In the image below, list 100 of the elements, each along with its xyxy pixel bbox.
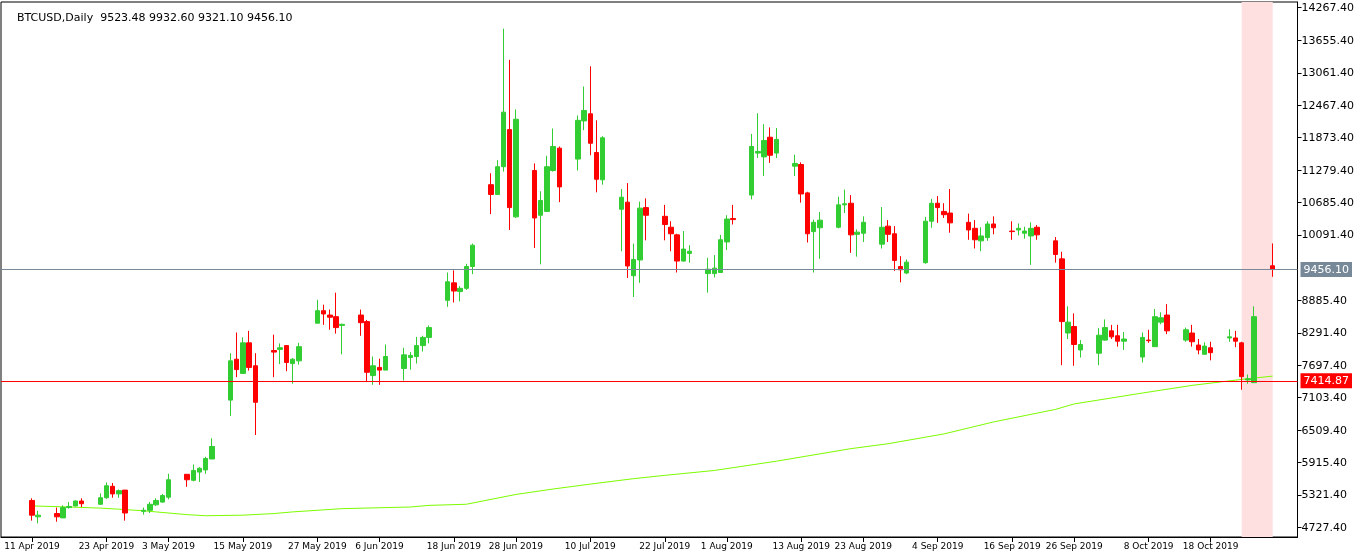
candlestick [767, 126, 773, 164]
candlestick [79, 497, 84, 508]
candlestick [445, 272, 450, 308]
text: BTCUSD,Daily 9523.48 9932.60 9321.10 9456.10 [17, 11, 293, 24]
candlestick [184, 473, 190, 488]
candlestick [1053, 236, 1058, 264]
candlestick [234, 331, 239, 378]
candlestick [339, 323, 345, 355]
x-tick-label: 23 Apr 2019 [78, 540, 135, 551]
x-tick-label: 22 Jul 2019 [639, 540, 691, 551]
x-tick-label: 3 May 2019 [142, 540, 196, 551]
candlestick [383, 343, 388, 371]
candlestick [1121, 331, 1127, 351]
candlestick [532, 162, 537, 249]
candlestick [54, 507, 60, 523]
candlestick [848, 194, 854, 254]
candlestick [935, 195, 940, 224]
candlestick [451, 269, 457, 303]
x-tick-label: 11 Apr 2019 [4, 540, 61, 551]
x-tick-label: 27 May 2019 [288, 540, 347, 551]
x-tick-label: 6 Jun 2019 [355, 540, 404, 551]
ref-line-label: 7414.87 [1303, 374, 1350, 388]
candlestick [1065, 305, 1071, 340]
x-tick-label: 15 May 2019 [213, 540, 273, 551]
candlestick [240, 336, 246, 374]
x-tick-label: 8 Oct 2019 [1123, 540, 1174, 551]
candlestick [1196, 338, 1201, 355]
x-tick-label: 18 Jun 2019 [426, 540, 482, 551]
candlestick [625, 182, 630, 279]
candlestick [29, 497, 35, 522]
candlestick [277, 342, 283, 365]
candlestick [643, 197, 649, 241]
x-tick-label: 4 Sep 2019 [912, 540, 964, 551]
candlestick [668, 220, 674, 252]
candlestick [284, 345, 289, 372]
candlestick [1189, 324, 1195, 348]
candlestick [1009, 220, 1015, 241]
y-tick-label: 8291.40 [1301, 326, 1348, 340]
x-tick-label: 28 Jun 2019 [488, 540, 544, 551]
candlestick [594, 119, 599, 193]
candlestick [1270, 242, 1275, 278]
y-tick-label: 11873.40 [1301, 131, 1355, 145]
candlestick [1078, 339, 1083, 359]
y-tick-label: 10685.40 [1301, 195, 1355, 209]
candlestick [1183, 327, 1189, 343]
candlestick [674, 233, 680, 273]
candlestick [116, 489, 122, 499]
candlestick [1233, 330, 1238, 348]
y-tick-label: 5321.40 [1301, 488, 1348, 502]
y-tick-label: 6509.40 [1301, 423, 1348, 437]
y-tick-label: 7103.40 [1301, 391, 1348, 405]
x-tick-label: 1 Aug 2019 [700, 540, 754, 551]
candlestick [315, 299, 320, 324]
candlestick [1164, 303, 1170, 335]
x-tick-label: 26 Sep 2019 [1045, 540, 1103, 551]
candlestick [488, 172, 494, 215]
candlestick [1202, 341, 1207, 355]
y-tick-label: 8885.40 [1301, 294, 1348, 308]
candlestick [228, 352, 233, 417]
candlestick [110, 482, 115, 499]
candlestick [898, 255, 903, 283]
y-tick-label: 10091.40 [1301, 228, 1355, 242]
y-tick-label: 7697.40 [1301, 358, 1348, 372]
y-tick-label: 4727.40 [1301, 520, 1348, 534]
x-tick-label: 13 Aug 2019 [772, 540, 831, 551]
y-tick-label: 13061.40 [1301, 66, 1355, 80]
x-tick-label: 18 Oct 2019 [1182, 540, 1239, 551]
candlestick [991, 215, 996, 235]
candlestick [35, 510, 41, 524]
x-tick-label: 16 Sep 2019 [983, 540, 1041, 551]
candlestick [1071, 312, 1077, 367]
y-tick-label: 14267.40 [1301, 0, 1355, 14]
candlestick [792, 154, 798, 177]
candlestick [557, 146, 562, 203]
candlestick [588, 65, 593, 156]
candlestick [879, 206, 885, 249]
candlestick [271, 334, 277, 378]
candlestick [619, 188, 624, 252]
y-tick-label: 11279.40 [1301, 163, 1355, 177]
candlestick [1034, 224, 1040, 241]
candlestick [774, 127, 779, 159]
candlestick [1208, 341, 1213, 361]
candlestick [1140, 331, 1145, 363]
candlestick [662, 204, 668, 241]
candlestick [513, 108, 519, 219]
candlestick [1146, 329, 1151, 344]
y-tick-label: 12467.40 [1301, 98, 1355, 112]
y-tick-label: 5915.40 [1301, 456, 1348, 470]
y-tick-label: 13655.40 [1301, 33, 1355, 47]
candlestick [730, 204, 736, 226]
candlestick [507, 59, 512, 231]
x-tick-label: 23 Aug 2019 [834, 540, 893, 551]
ref-line-label: 9456.10 [1303, 262, 1350, 276]
candlestick [1227, 328, 1232, 343]
candlestick [370, 355, 376, 386]
candlestick [600, 135, 605, 186]
candlestick [122, 489, 128, 522]
candlestick [1059, 251, 1065, 366]
x-tick-label: 10 Jul 2019 [564, 540, 617, 551]
candlestick [904, 258, 909, 275]
